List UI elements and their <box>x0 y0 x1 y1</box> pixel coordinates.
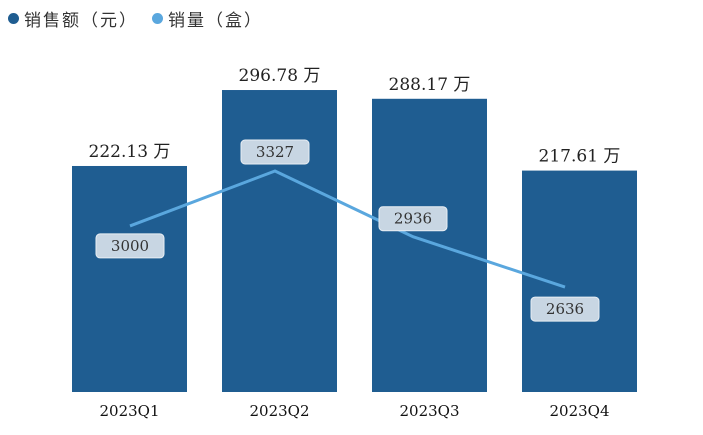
legend: 销售额（元） 销量（盒） <box>8 6 277 31</box>
legend-label: 销售额（元） <box>24 11 138 31</box>
bar <box>222 90 337 392</box>
legend-dot-icon <box>8 13 19 24</box>
x-tick-label: 2023Q1 <box>99 402 159 420</box>
bar-value-label: 288.17 万 <box>389 75 471 95</box>
x-tick-label: 2023Q2 <box>249 402 309 420</box>
point-value-label: 2636 <box>546 300 584 318</box>
legend-item-sales-amount[interactable]: 销售额（元） <box>8 6 138 31</box>
legend-item-sales-volume[interactable]: 销量（盒） <box>152 6 263 31</box>
bar-value-label: 296.78 万 <box>239 66 321 86</box>
bar <box>372 98 487 393</box>
bar-value-label: 222.13 万 <box>89 142 171 162</box>
point-label-box <box>240 139 310 165</box>
bar <box>72 165 187 392</box>
point-value-label: 2936 <box>394 210 432 228</box>
point-value-label: 3000 <box>111 237 149 255</box>
legend-dot-icon <box>152 13 163 24</box>
point-label-box <box>95 233 165 259</box>
bar <box>522 170 637 392</box>
x-tick-label: 2023Q4 <box>549 402 609 420</box>
legend-label: 销量（盒） <box>168 11 263 31</box>
bar-value-label: 217.61 万 <box>539 147 621 167</box>
x-tick-label: 2023Q3 <box>399 402 459 420</box>
point-label-box <box>378 206 448 232</box>
point-value-label: 3327 <box>256 143 294 161</box>
series-line <box>129 169 566 289</box>
point-label-box <box>530 296 600 322</box>
